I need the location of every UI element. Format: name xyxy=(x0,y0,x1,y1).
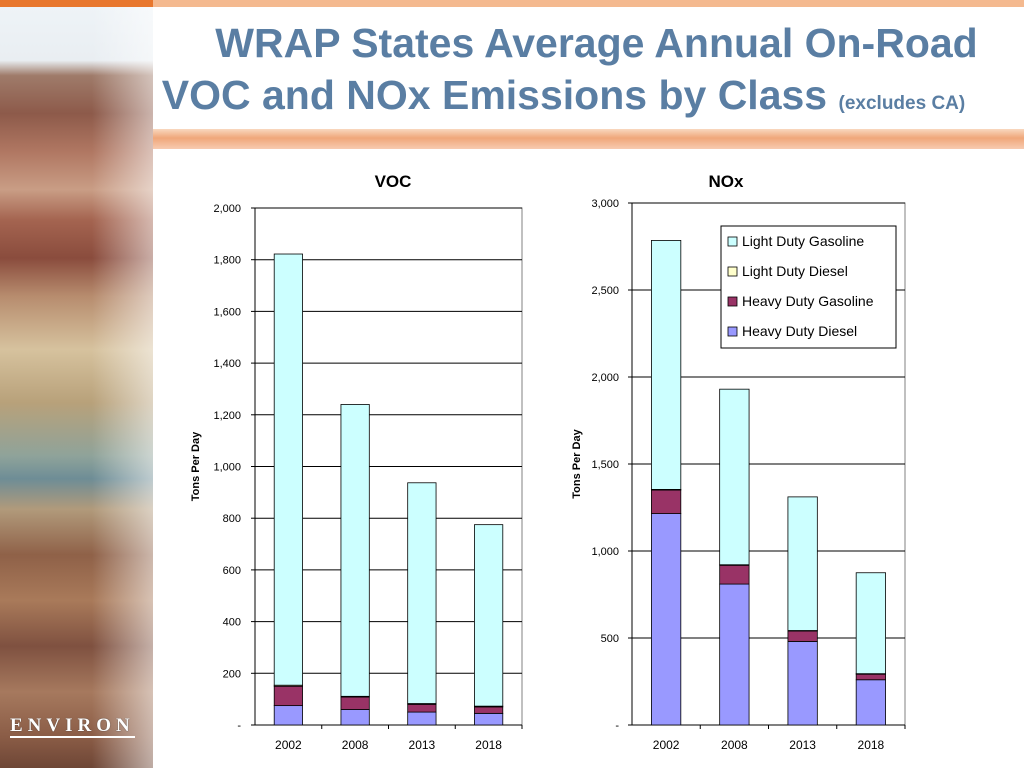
slide-title-line1: WRAP States Average Annual On-Road xyxy=(215,20,978,66)
chart-voc-bar-heavy-duty-diesel-2018 xyxy=(474,712,504,726)
chart-nox-bar-light-duty-gasoline-2008 xyxy=(719,388,750,566)
canyon-photo xyxy=(0,7,153,768)
chart-voc-ytick-label: 200 xyxy=(223,668,241,680)
slide-title-line2-text: VOC and NOx Emissions by Class xyxy=(161,72,828,118)
chart-voc-bar-light-duty-gasoline-2002 xyxy=(273,253,303,686)
top-accent-bar xyxy=(0,0,1024,7)
chart-nox-bar-heavy-duty-gasoline-2008 xyxy=(719,564,750,585)
chart-voc-bar-heavy-duty-diesel-2008 xyxy=(340,709,370,726)
chart-nox-ytick-label: 1,000 xyxy=(591,546,619,558)
chart-nox-legend xyxy=(720,225,897,349)
chart-voc-bar-heavy-duty-diesel-2013 xyxy=(407,711,437,726)
chart-nox-ytick-label: 2,000 xyxy=(591,372,619,384)
chart-nox-bar-heavy-duty-gasoline-2002 xyxy=(651,489,682,514)
chart-nox-bar-heavy-duty-gasoline-2018 xyxy=(855,673,886,681)
chart-nox-ytick-label: 500 xyxy=(601,633,619,645)
chart-nox-bar-heavy-duty-diesel-2013 xyxy=(787,641,818,726)
chart-voc-bar-light-duty-gasoline-2013 xyxy=(407,482,437,704)
chart-nox-bar-heavy-duty-diesel-2018 xyxy=(855,679,886,726)
chart-nox-legend-label: Heavy Duty Diesel xyxy=(742,323,857,339)
chart-nox-xtick-label: 2008 xyxy=(721,738,748,752)
chart-voc-ytick-label: 1,000 xyxy=(213,462,241,474)
chart-nox-xtick-label: 2013 xyxy=(789,738,816,752)
chart-voc-ytick-label: 2,000 xyxy=(213,203,241,215)
chart-voc-bar-heavy-duty-gasoline-2008 xyxy=(340,696,370,710)
charts-svg: - 200 400 600 800 1,000 1,200 1,400 1,600 1,800 2,… xyxy=(190,172,906,752)
chart-voc-ytick-label: 1,800 xyxy=(213,255,241,267)
chart-nox-legend-swatch xyxy=(727,296,738,307)
chart-nox-bar-light-duty-gasoline-2018 xyxy=(855,572,886,675)
chart-nox-legend-label: Heavy Duty Gasoline xyxy=(742,293,874,309)
chart-nox-bar-heavy-duty-diesel-2002 xyxy=(651,513,682,726)
chart-nox-legend-swatch xyxy=(727,266,738,277)
chart-nox-ytick-label: 1,500 xyxy=(591,459,619,471)
chart-voc-ytick-label: 1,200 xyxy=(213,410,241,422)
chart-voc-xtick-label: 2008 xyxy=(342,738,369,752)
chart-voc-ytick-label: 1,400 xyxy=(213,358,241,370)
chart-voc-xtick-label: 2018 xyxy=(475,738,502,752)
chart-voc-ytick-label: 1,600 xyxy=(213,306,241,318)
chart-nox-bar-light-duty-gasoline-2013 xyxy=(787,496,818,631)
chart-voc-ytick-label: - xyxy=(237,720,241,732)
slide-title-note: (excludes CA) xyxy=(838,93,966,114)
top-accent-bar-dark xyxy=(0,0,153,7)
chart-voc-bar-light-duty-gasoline-2018 xyxy=(474,524,504,707)
chart-nox-legend-label: Light Duty Gasoline xyxy=(742,233,864,249)
slide-title-line2: VOC and NOx Emissions by Class (excludes… xyxy=(128,71,999,128)
chart-nox-bar-heavy-duty-gasoline-2013 xyxy=(787,630,818,642)
title-divider xyxy=(153,129,1024,149)
chart-voc-xtick-label: 2013 xyxy=(409,738,436,752)
chart-nox-bar-heavy-duty-diesel-2008 xyxy=(719,583,750,726)
chart-panel: - 200 400 600 800 1,000 1,200 1,400 1,600 1,800 2,… xyxy=(160,149,1024,768)
chart-voc-ylabel: Tons Per Day xyxy=(190,431,202,501)
chart-voc-bar-light-duty-gasoline-2008 xyxy=(340,404,370,697)
chart-nox-ylabel: Tons Per Day xyxy=(571,428,583,498)
chart-voc-ytick-label: 600 xyxy=(223,565,241,577)
chart-nox-legend-label: Light Duty Diesel xyxy=(742,263,848,279)
slide-title-area: WRAP States Average Annual On-Road VOC a… xyxy=(153,7,1024,129)
chart-nox-title: NOx xyxy=(709,172,745,191)
chart-nox-ytick-label: 2,500 xyxy=(591,285,619,297)
chart-voc-xtick-label: 2002 xyxy=(275,738,302,752)
chart-nox-ytick-label: - xyxy=(615,720,619,732)
chart-voc-bar-heavy-duty-gasoline-2018 xyxy=(474,706,504,714)
chart-voc-bar-heavy-duty-diesel-2002 xyxy=(273,705,303,726)
chart-nox-legend-swatch xyxy=(727,236,738,247)
chart-voc-bar-heavy-duty-gasoline-2013 xyxy=(407,703,437,713)
chart-nox-xtick-label: 2002 xyxy=(653,738,680,752)
chart-voc-ytick-label: 800 xyxy=(223,513,241,525)
chart-nox-legend-swatch xyxy=(727,326,738,337)
chart-voc-title: VOC xyxy=(375,172,412,191)
environ-logo: ENVIRON xyxy=(10,715,135,738)
chart-voc-bar-heavy-duty-gasoline-2002 xyxy=(273,685,303,707)
chart-nox-xtick-label: 2018 xyxy=(858,738,885,752)
chart-nox-bar-light-duty-gasoline-2002 xyxy=(651,240,682,490)
chart-voc-ytick-label: 400 xyxy=(223,617,241,629)
chart-nox-ytick-label: 3,000 xyxy=(591,198,619,210)
